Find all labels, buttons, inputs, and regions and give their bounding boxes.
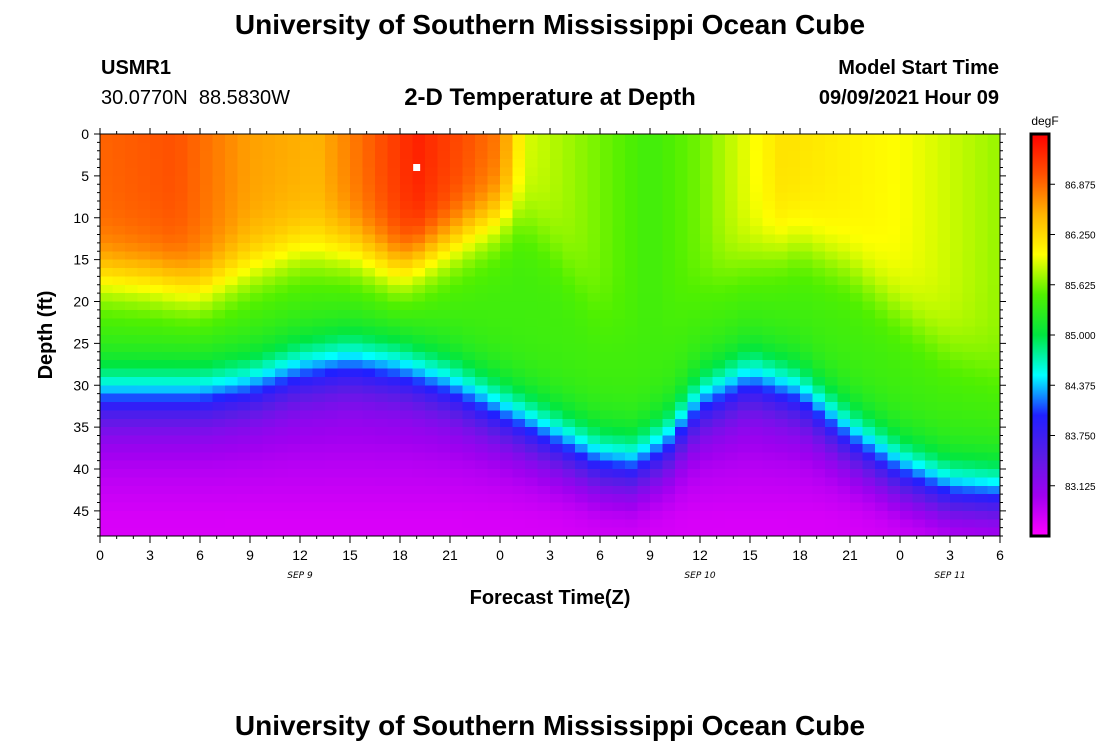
model-start-time: 09/09/2021 Hour 09 <box>818 87 999 109</box>
station-coordinates: 30.0770N 88.5830W <box>101 87 291 109</box>
x-tick-label: 21 <box>842 547 858 563</box>
x-tick-label: 18 <box>792 547 808 563</box>
chart-title-bottom: University of Southern Mississippi Ocean… <box>234 710 866 741</box>
colorbar-label: 83.125 <box>1065 482 1096 493</box>
x-tick-label: 6 <box>996 547 1004 563</box>
y-tick-label: 5 <box>81 168 89 184</box>
x-tick-label: 15 <box>742 547 758 563</box>
colorbar: degF 86.875 86.250 85.625 85.000 84.375 83.75… <box>1029 114 1096 538</box>
x-tick-label: 0 <box>896 547 904 563</box>
station-id: USMR1 <box>101 57 172 79</box>
date-label: SEP 9 <box>287 571 313 581</box>
colorbar-bar <box>1029 132 1051 538</box>
x-tick-label: 0 <box>496 547 504 563</box>
x-axis: 0 3 6 9 12 15 18 21 0 3 6 9 12 15 18 21 0 3 6 <box>96 128 1004 563</box>
y-tick-label: 40 <box>73 461 89 477</box>
x-tick-label: 12 <box>292 547 308 563</box>
y-tick-label: 35 <box>73 419 89 435</box>
x-axis-title: Forecast Time(Z) <box>470 587 631 609</box>
x-tick-label: 15 <box>342 547 358 563</box>
x-tick-label: 3 <box>546 547 554 563</box>
x-tick-label: 3 <box>146 547 154 563</box>
y-tick-label: 15 <box>73 252 89 268</box>
x-tick-label: 6 <box>596 547 604 563</box>
x-tick-label: 9 <box>246 547 254 563</box>
plot-title: 2-D Temperature at Depth <box>404 84 696 111</box>
x-tick-label: 0 <box>96 547 104 563</box>
heatmap-image <box>100 134 1000 536</box>
colorbar-label: 85.000 <box>1065 331 1096 342</box>
date-labels: SEP 9 SEP 10 SEP 11 <box>287 571 965 581</box>
position-marker <box>413 164 421 171</box>
x-tick-label: 21 <box>442 547 458 563</box>
colorbar-label: 85.625 <box>1065 281 1096 292</box>
chart-title-top: University of Southern Mississippi Ocean… <box>234 9 866 40</box>
colorbar-label: 86.250 <box>1065 231 1096 242</box>
x-tick-label: 18 <box>392 547 408 563</box>
colorbar-unit: degF <box>1031 114 1058 128</box>
x-tick-label: 6 <box>196 547 204 563</box>
y-tick-label: 20 <box>73 294 89 310</box>
x-tick-label: 12 <box>692 547 708 563</box>
x-tick-label: 9 <box>646 547 654 563</box>
model-start-label: Model Start Time <box>838 57 999 79</box>
y-tick-label: 30 <box>73 377 89 393</box>
y-tick-label: 25 <box>73 335 89 351</box>
date-label: SEP 11 <box>934 571 965 581</box>
y-tick-label: 45 <box>73 503 89 519</box>
x-tick-label: 3 <box>946 547 954 563</box>
y-tick-label: 0 <box>81 126 89 142</box>
colorbar-label: 83.750 <box>1065 432 1096 443</box>
colorbar-label: 86.875 <box>1065 180 1096 191</box>
date-label: SEP 10 <box>684 571 715 581</box>
y-axis-title: Depth (ft) <box>35 291 57 380</box>
y-axis: 0 5 10 15 20 25 30 35 40 45 <box>73 126 1006 537</box>
y-tick-label: 10 <box>73 210 89 226</box>
colorbar-label: 84.375 <box>1065 381 1096 392</box>
